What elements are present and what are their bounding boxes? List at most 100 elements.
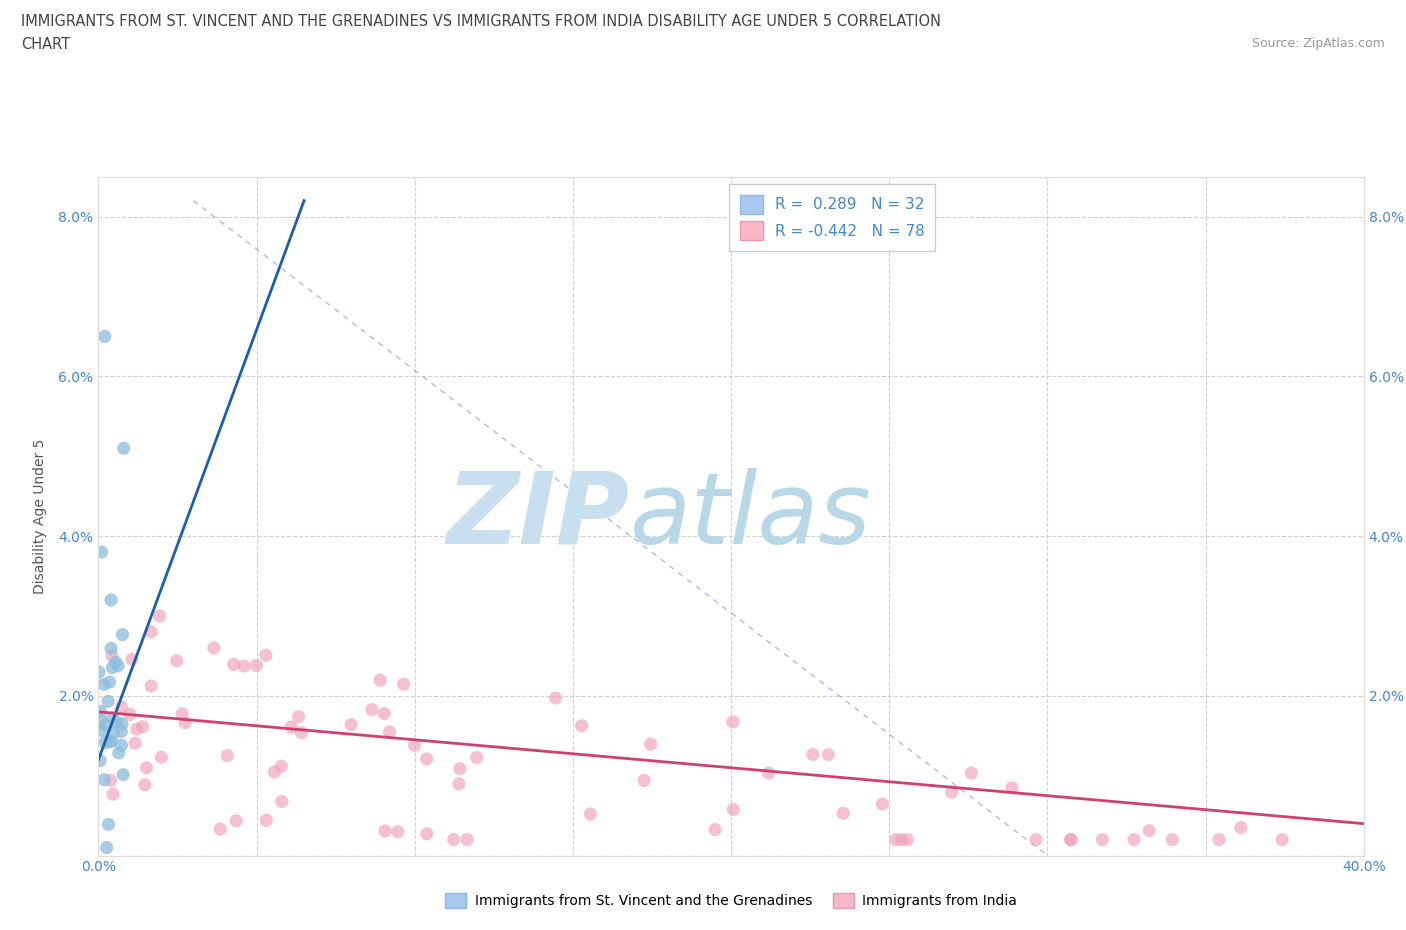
Point	[571, 718, 593, 733]
Point	[101, 787, 124, 802]
Point	[415, 751, 437, 766]
Point	[890, 832, 912, 847]
Point	[97, 817, 120, 831]
Point	[280, 720, 302, 735]
Legend: R =  0.289   N = 32, R = -0.442   N = 78: R = 0.289 N = 32, R = -0.442 N = 78	[730, 184, 935, 251]
Point	[287, 710, 309, 724]
Point	[110, 724, 132, 738]
Point	[107, 658, 129, 673]
Point	[225, 814, 247, 829]
Point	[94, 736, 117, 751]
Point	[270, 759, 292, 774]
Point	[97, 694, 120, 709]
Point	[98, 735, 121, 750]
Text: CHART: CHART	[21, 37, 70, 52]
Point	[100, 773, 122, 788]
Point	[896, 832, 918, 847]
Point	[111, 627, 134, 642]
Point	[373, 706, 395, 721]
Point	[633, 773, 655, 788]
Point	[579, 806, 602, 821]
Point	[131, 720, 153, 735]
Point	[254, 813, 277, 828]
Point	[111, 716, 134, 731]
Point	[93, 329, 117, 344]
Point	[98, 674, 121, 689]
Point	[1091, 832, 1114, 847]
Point	[222, 657, 245, 671]
Point	[120, 707, 142, 722]
Point	[1060, 832, 1083, 847]
Point	[100, 641, 122, 656]
Point	[93, 772, 115, 787]
Point	[447, 777, 470, 791]
Y-axis label: Disability Age Under 5: Disability Age Under 5	[34, 438, 48, 594]
Point	[100, 734, 122, 749]
Point	[465, 751, 488, 765]
Point	[134, 777, 156, 792]
Point	[1001, 780, 1024, 795]
Point	[801, 747, 824, 762]
Text: IMMIGRANTS FROM ST. VINCENT AND THE GRENADINES VS IMMIGRANTS FROM INDIA DISABILI: IMMIGRANTS FROM ST. VINCENT AND THE GREN…	[21, 14, 941, 29]
Point	[368, 672, 391, 687]
Point	[270, 794, 292, 809]
Point	[93, 677, 115, 692]
Point	[640, 737, 662, 751]
Point	[172, 706, 194, 721]
Point	[374, 824, 396, 839]
Point	[263, 764, 285, 779]
Point	[544, 691, 567, 706]
Text: Source: ZipAtlas.com: Source: ZipAtlas.com	[1251, 37, 1385, 50]
Point	[1059, 832, 1081, 847]
Point	[233, 658, 256, 673]
Point	[139, 625, 162, 640]
Point	[112, 767, 135, 782]
Point	[96, 840, 118, 855]
Point	[104, 655, 127, 670]
Point	[90, 723, 112, 737]
Point	[209, 821, 232, 836]
Point	[1271, 832, 1294, 847]
Point	[1025, 832, 1047, 847]
Point	[89, 753, 111, 768]
Point	[110, 737, 132, 752]
Point	[872, 797, 894, 812]
Point	[941, 785, 963, 800]
Point	[360, 702, 382, 717]
Point	[166, 654, 188, 669]
Text: atlas: atlas	[630, 468, 872, 565]
Point	[817, 747, 839, 762]
Point	[89, 704, 111, 719]
Point	[101, 711, 124, 725]
Point	[112, 441, 135, 456]
Point	[90, 545, 112, 560]
Point	[1230, 820, 1253, 835]
Point	[87, 665, 110, 680]
Point	[443, 832, 465, 847]
Point	[290, 725, 312, 740]
Point	[404, 737, 426, 752]
Point	[832, 806, 855, 821]
Point	[340, 717, 363, 732]
Point	[416, 826, 439, 841]
Point	[721, 714, 744, 729]
Point	[125, 722, 148, 737]
Point	[101, 648, 124, 663]
Point	[124, 736, 146, 751]
Point	[149, 608, 172, 623]
Point	[704, 822, 727, 837]
Text: ZIP: ZIP	[447, 468, 630, 565]
Point	[960, 765, 983, 780]
Point	[1208, 832, 1230, 847]
Point	[1161, 832, 1184, 847]
Point	[150, 750, 173, 764]
Point	[101, 660, 124, 675]
Point	[121, 652, 143, 667]
Point	[174, 715, 197, 730]
Point	[387, 824, 409, 839]
Point	[758, 765, 780, 780]
Point	[111, 699, 134, 714]
Point	[217, 748, 239, 763]
Point	[392, 677, 415, 692]
Legend: Immigrants from St. Vincent and the Grenadines, Immigrants from India: Immigrants from St. Vincent and the Gren…	[440, 888, 1022, 914]
